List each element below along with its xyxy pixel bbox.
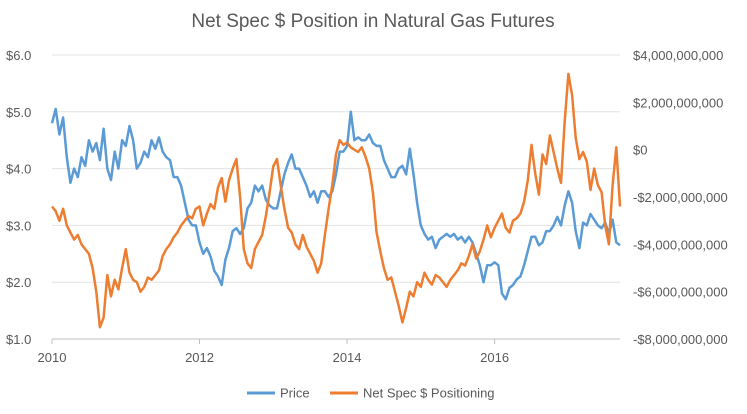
y-right-tick-label: -$4,000,000,000 xyxy=(633,237,728,252)
legend-item-price: Price xyxy=(247,386,310,401)
x-axis: 2010 2012 2014 2016 xyxy=(38,339,509,365)
legend-label-price: Price xyxy=(280,386,310,401)
y-right-tick-label: -$2,000,000,000 xyxy=(633,190,728,205)
y-right-tick-label: $0 xyxy=(633,143,647,158)
y-left-tick-label: $4.0 xyxy=(6,162,31,177)
y-left-tick-label: $1.0 xyxy=(6,332,31,347)
legend: Price Net Spec $ Positioning xyxy=(247,386,495,401)
y-left-tick-label: $5.0 xyxy=(6,105,31,120)
x-tick-label: 2016 xyxy=(480,350,509,365)
x-tick-label: 2012 xyxy=(185,350,214,365)
price-line xyxy=(50,107,621,301)
y-left-tick-label: $2.0 xyxy=(6,275,31,290)
x-tick-label: 2014 xyxy=(333,350,362,365)
chart-title: Net Spec $ Position in Natural Gas Futur… xyxy=(191,11,554,32)
legend-item-net-spec: Net Spec $ Positioning xyxy=(330,386,495,401)
y-left-axis: $6.0 $5.0 $4.0 $3.0 $2.0 $1.0 xyxy=(6,48,31,347)
net-spec-positioning-line xyxy=(51,72,622,329)
y-right-tick-label: -$8,000,000,000 xyxy=(633,332,728,347)
y-left-tick-label: $6.0 xyxy=(6,48,31,63)
y-right-tick-label: -$6,000,000,000 xyxy=(633,285,728,300)
plot-area xyxy=(50,72,622,329)
y-right-axis: $4,000,000,000 $2,000,000,000 $0 -$2,000,00… xyxy=(633,48,728,347)
y-right-tick-label: $2,000,000,000 xyxy=(633,95,723,110)
y-right-tick-label: $4,000,000,000 xyxy=(633,48,723,63)
x-tick-label: 2010 xyxy=(38,350,67,365)
legend-label-net-spec: Net Spec $ Positioning xyxy=(363,386,495,401)
y-left-tick-label: $3.0 xyxy=(6,218,31,233)
